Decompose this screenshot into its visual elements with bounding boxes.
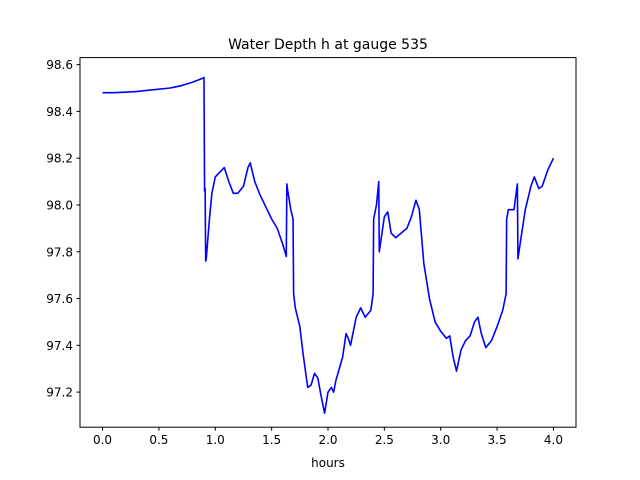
x-tick-label: 0.0	[93, 433, 112, 447]
y-tick-label: 98.4	[46, 105, 73, 119]
plot-area	[102, 76, 555, 414]
y-tick-label: 97.2	[46, 386, 73, 400]
x-axis-label: hours	[311, 456, 345, 470]
x-tick-label: 3.0	[431, 433, 450, 447]
y-tick-label: 97.8	[46, 245, 73, 259]
series-line-0	[102, 76, 555, 414]
y-tick-label: 97.4	[46, 339, 73, 353]
x-tick-label: 0.5	[149, 433, 168, 447]
x-axis-ticks: 0.0 0.5 1.0 1.5 2.0 2.5 3.0 3.5 4.0	[93, 427, 563, 447]
y-axis-ticks: 97.2 97.4 97.6 97.8 98.0 98.2 98.4 98.6	[46, 58, 80, 400]
y-tick-label: 98.0	[46, 198, 73, 212]
axes-frame	[79, 57, 577, 428]
chart-title: Water Depth h at gauge 535	[228, 37, 428, 53]
x-tick-label: 1.5	[262, 433, 281, 447]
y-tick-label: 97.6	[46, 292, 73, 306]
x-tick-label: 3.5	[488, 433, 507, 447]
x-tick-label: 2.0	[318, 433, 337, 447]
x-tick-label: 1.0	[206, 433, 225, 447]
x-tick-label: 4.0	[544, 433, 563, 447]
y-tick-label: 98.6	[46, 58, 73, 72]
x-tick-label: 2.5	[375, 433, 394, 447]
y-tick-label: 98.2	[46, 152, 73, 166]
